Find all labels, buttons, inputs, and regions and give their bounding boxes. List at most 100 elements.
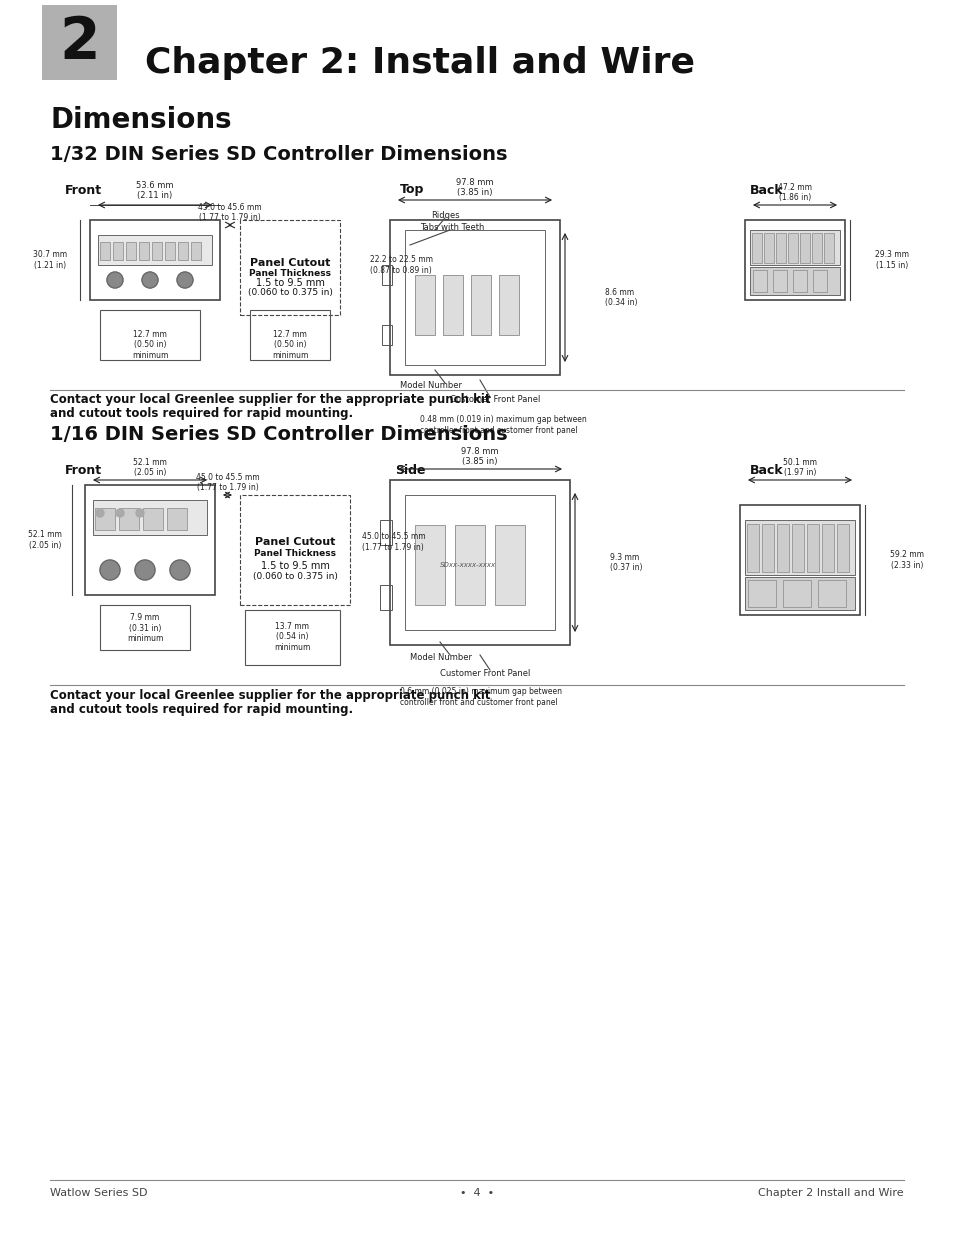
Text: Tabs with Teeth: Tabs with Teeth xyxy=(419,222,484,231)
Bar xyxy=(92,500,207,535)
Bar xyxy=(744,520,854,576)
Text: 1/16 DIN Series SD Controller Dimensions: 1/16 DIN Series SD Controller Dimensions xyxy=(50,426,507,445)
Circle shape xyxy=(142,272,158,288)
Text: Chapter 2: Install and Wire: Chapter 2: Install and Wire xyxy=(145,46,695,80)
Bar xyxy=(100,605,190,650)
Text: Contact your local Greenlee supplier for the appropriate punch kit: Contact your local Greenlee supplier for… xyxy=(50,688,490,701)
Text: (0.060 to 0.375 in): (0.060 to 0.375 in) xyxy=(247,289,332,298)
Text: 1.5 to 9.5 mm: 1.5 to 9.5 mm xyxy=(260,561,329,571)
Text: 2: 2 xyxy=(59,14,100,70)
Bar xyxy=(761,524,773,572)
Text: Contact your local Greenlee supplier for the appropriate punch kit: Contact your local Greenlee supplier for… xyxy=(50,394,490,406)
Text: Panel Thickness: Panel Thickness xyxy=(253,550,335,558)
Bar xyxy=(119,508,139,530)
Text: •  4  •: • 4 • xyxy=(459,1188,494,1198)
Text: 45.0 to 45.5 mm
(1.77 to 1.79 in): 45.0 to 45.5 mm (1.77 to 1.79 in) xyxy=(195,473,259,492)
Bar xyxy=(763,233,773,263)
Text: 59.2 mm
(2.33 in): 59.2 mm (2.33 in) xyxy=(889,551,923,569)
Text: 8.6 mm
(0.34 in): 8.6 mm (0.34 in) xyxy=(604,288,637,308)
Bar xyxy=(381,325,392,345)
Bar xyxy=(143,508,163,530)
Bar xyxy=(165,242,174,261)
Text: 13.7 mm
(0.54 in)
minimum: 13.7 mm (0.54 in) minimum xyxy=(274,622,310,652)
Text: 1/32 DIN Series SD Controller Dimensions: 1/32 DIN Series SD Controller Dimensions xyxy=(50,146,507,164)
Bar xyxy=(787,233,797,263)
Text: and cutout tools required for rapid mounting.: and cutout tools required for rapid moun… xyxy=(50,703,353,715)
Bar xyxy=(167,508,187,530)
Bar xyxy=(442,275,462,335)
Text: 29.3 mm
(1.15 in): 29.3 mm (1.15 in) xyxy=(874,251,908,269)
Text: Side: Side xyxy=(395,463,425,477)
Text: and cutout tools required for rapid mounting.: and cutout tools required for rapid moun… xyxy=(50,408,353,420)
Bar xyxy=(836,524,848,572)
Text: 97.8 mm
(3.85 in): 97.8 mm (3.85 in) xyxy=(460,447,498,466)
Bar xyxy=(390,220,559,375)
Bar xyxy=(90,220,220,300)
Text: Back: Back xyxy=(749,463,782,477)
Bar xyxy=(811,233,821,263)
Text: Model Number: Model Number xyxy=(410,652,472,662)
Text: (0.060 to 0.375 in): (0.060 to 0.375 in) xyxy=(253,573,337,582)
Bar xyxy=(405,230,544,366)
Text: 22.2 to 22.5 mm
(0.87 to 0.89 in): 22.2 to 22.5 mm (0.87 to 0.89 in) xyxy=(370,256,433,274)
Bar xyxy=(95,508,115,530)
Text: 0.48 mm (0.019 in) maximum gap between
controller front and customer front panel: 0.48 mm (0.019 in) maximum gap between c… xyxy=(419,415,586,435)
Bar xyxy=(191,242,201,261)
Text: 12.7 mm
(0.50 in)
minimum: 12.7 mm (0.50 in) minimum xyxy=(132,330,168,359)
Text: Customer Front Panel: Customer Front Panel xyxy=(450,395,539,405)
Bar xyxy=(747,580,775,606)
Bar xyxy=(812,270,826,291)
Bar xyxy=(245,610,339,664)
Bar xyxy=(455,525,484,605)
Bar xyxy=(415,275,435,335)
Text: 45.0 to 45.6 mm
(1.77 to 1.79 in): 45.0 to 45.6 mm (1.77 to 1.79 in) xyxy=(198,203,261,222)
Bar xyxy=(498,275,518,335)
Circle shape xyxy=(135,559,154,580)
Text: 53.6 mm
(2.11 in): 53.6 mm (2.11 in) xyxy=(136,180,173,200)
Circle shape xyxy=(96,509,104,517)
Text: Ridges: Ridges xyxy=(430,210,458,220)
Bar xyxy=(776,524,788,572)
Text: Back: Back xyxy=(749,184,782,196)
Bar xyxy=(240,495,350,605)
Bar xyxy=(821,524,833,572)
Bar xyxy=(751,233,761,263)
Bar xyxy=(823,233,833,263)
Bar xyxy=(405,495,555,630)
Bar xyxy=(178,242,188,261)
Text: Customer Front Panel: Customer Front Panel xyxy=(439,668,530,678)
Bar xyxy=(495,525,524,605)
Bar xyxy=(240,220,339,315)
Text: SDxx-xxxx-xxxx: SDxx-xxxx-xxxx xyxy=(439,562,496,568)
Bar xyxy=(740,505,859,615)
Bar xyxy=(390,480,569,645)
Bar xyxy=(744,220,844,300)
Text: Chapter 2 Install and Wire: Chapter 2 Install and Wire xyxy=(758,1188,903,1198)
Bar xyxy=(749,267,840,295)
Bar xyxy=(152,242,162,261)
Bar xyxy=(775,233,785,263)
Bar xyxy=(100,242,110,261)
Text: 50.1 mm
(1.97 in): 50.1 mm (1.97 in) xyxy=(782,458,816,477)
Bar xyxy=(806,524,818,572)
Text: Panel Cutout: Panel Cutout xyxy=(254,537,335,547)
Text: Front: Front xyxy=(65,463,102,477)
Bar xyxy=(749,230,840,266)
Bar xyxy=(791,524,803,572)
Bar xyxy=(782,580,810,606)
Text: 52.1 mm
(2.05 in): 52.1 mm (2.05 in) xyxy=(132,458,167,477)
Text: Panel Cutout: Panel Cutout xyxy=(250,258,330,268)
Text: 52.1 mm
(2.05 in): 52.1 mm (2.05 in) xyxy=(28,530,62,550)
Circle shape xyxy=(116,509,124,517)
Bar xyxy=(139,242,149,261)
Bar xyxy=(112,242,123,261)
Bar xyxy=(126,242,136,261)
Bar xyxy=(379,585,392,610)
Bar xyxy=(381,266,392,285)
Bar xyxy=(792,270,806,291)
Bar xyxy=(744,577,854,610)
Text: Panel Thickness: Panel Thickness xyxy=(249,268,331,278)
Bar xyxy=(772,270,786,291)
Bar xyxy=(379,520,392,545)
Bar xyxy=(42,5,117,80)
